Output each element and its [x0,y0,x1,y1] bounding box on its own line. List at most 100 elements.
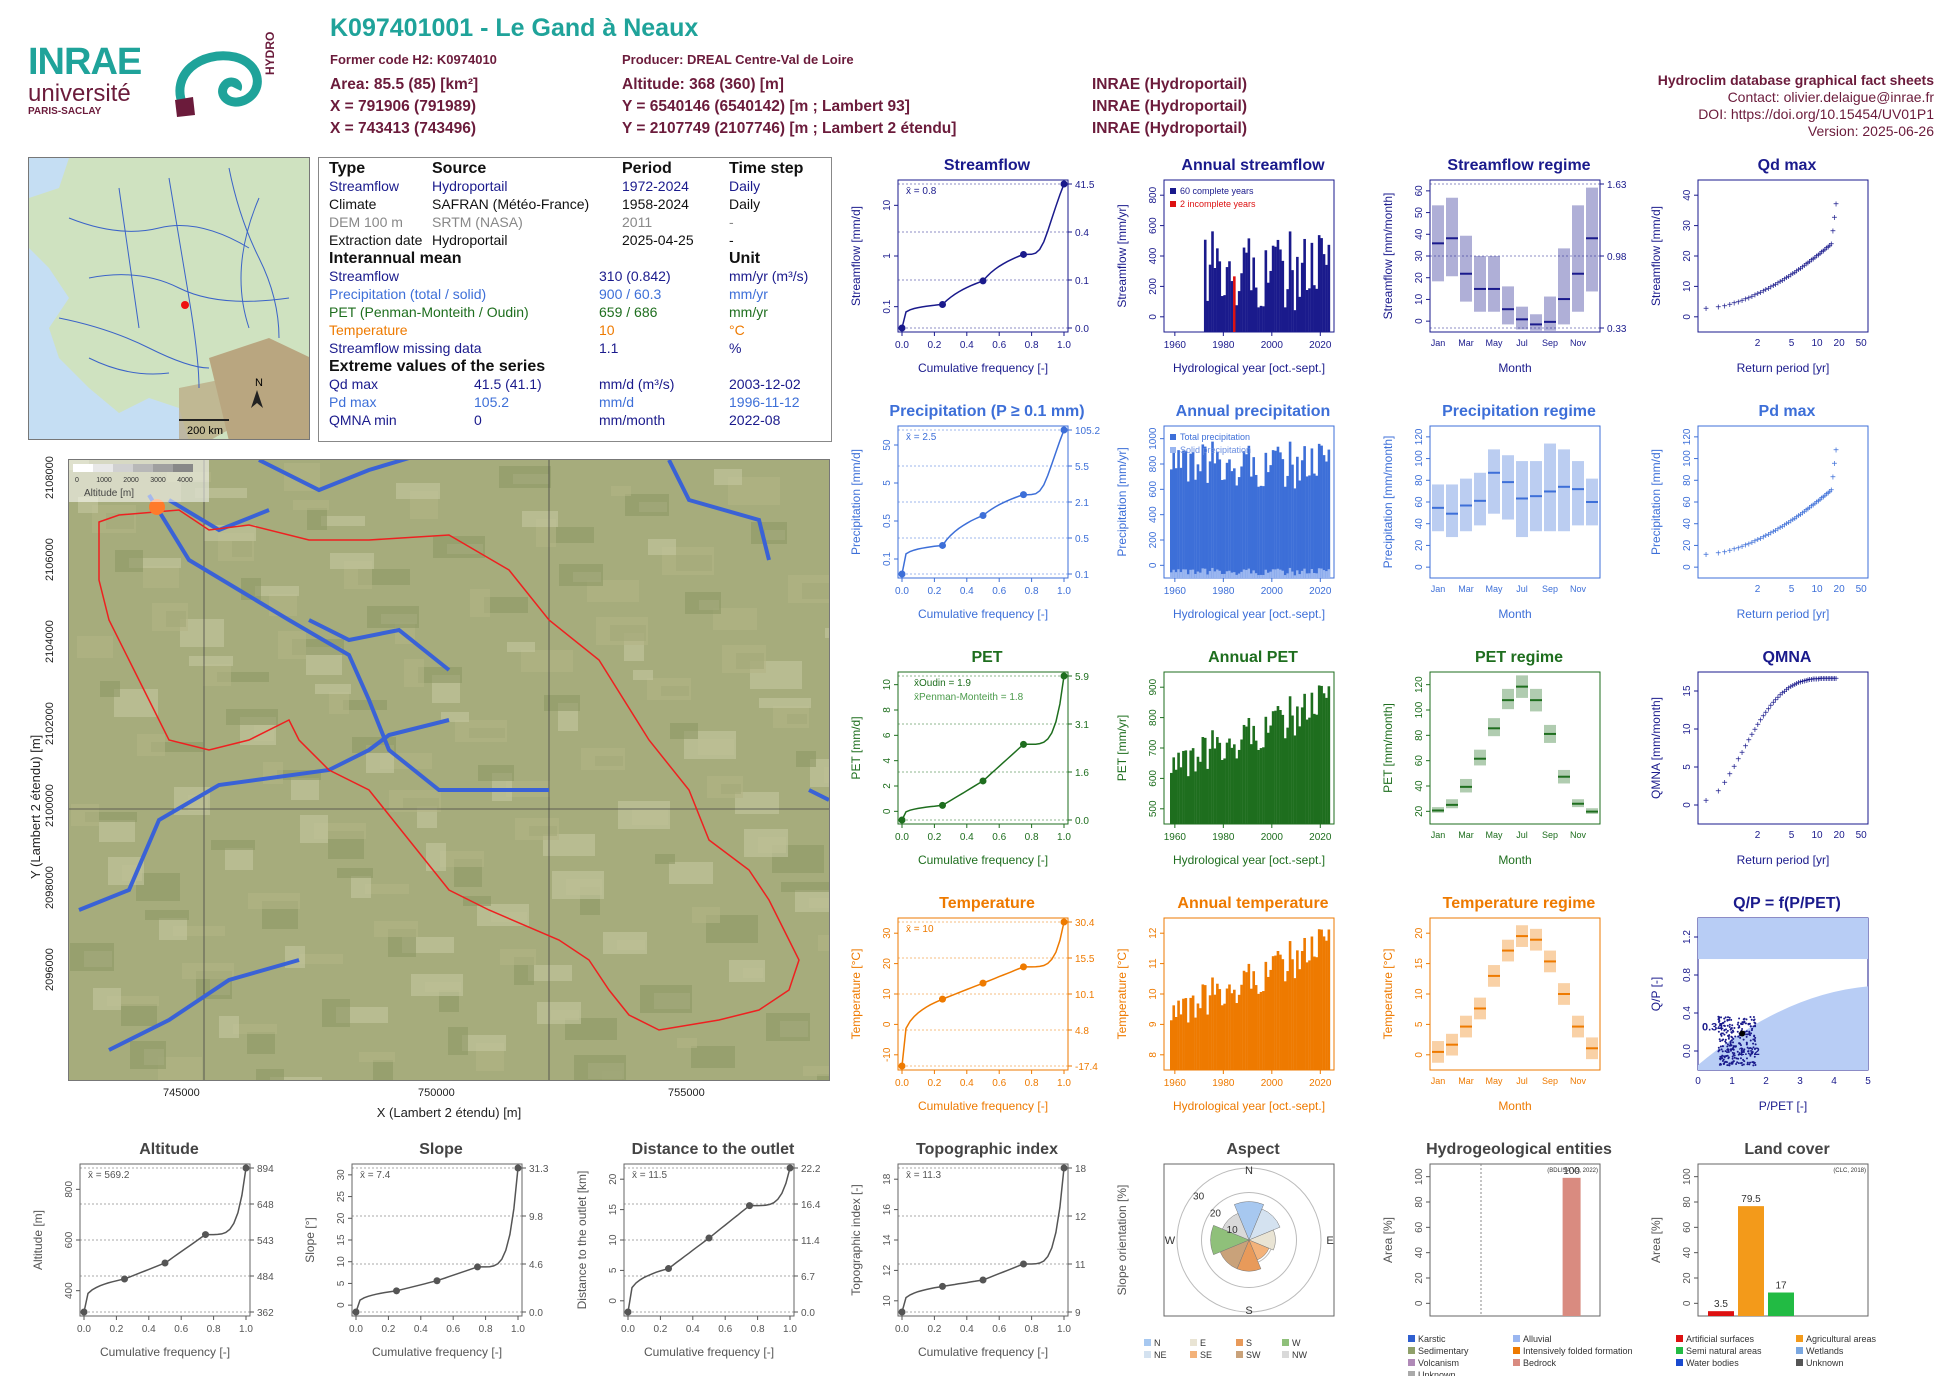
daily-point [1749,1015,1752,1018]
daily-point [1724,1050,1727,1053]
plus-marker: + [1763,531,1769,542]
right-tick-label: 0.5 [1075,534,1089,545]
legend-label: Unknown [1418,1370,1456,1376]
plus-marker: + [1820,246,1826,257]
month-tick-label: May [1485,338,1503,348]
right-tick-label: 0.1 [1075,570,1089,581]
legend-label: Bedrock [1523,1358,1557,1368]
daily-point [1733,1052,1736,1055]
quantile-point [979,1276,987,1284]
legend-label: 60 complete years [1180,186,1254,196]
annual-bar [1223,295,1226,332]
x-tick-label: 0.2 [927,340,941,351]
x-tick-label: 2000 [1261,586,1284,597]
y-tick-label: 600 [1148,770,1159,787]
legend-tick: 2000 [123,477,139,484]
annual-bar [1327,449,1331,578]
terrain-cell [647,678,691,700]
plus-marker: + [1746,539,1752,550]
y-tick-label: 10 [1414,988,1425,1000]
daily-point [1718,1038,1721,1041]
plus-marker: + [1765,284,1771,295]
x-tick-label: 1960 [1164,832,1187,843]
x-tick-label: 0.6 [992,832,1006,843]
quantile-point [242,1164,250,1172]
quantile-point [433,1277,441,1285]
x-tick-label: 5 [1789,830,1795,841]
station-marker [181,301,189,309]
aspect-sector [1210,1224,1250,1256]
annual-bar [1174,468,1178,578]
terrain-cell [500,949,536,965]
chart-title: Topographic index [916,1141,1058,1158]
annual-bar [1303,238,1306,332]
plus-marker: + [1777,277,1783,288]
x-tick-label: 0.4 [960,1324,974,1335]
annual-bar [1317,235,1321,332]
annual-bar [1196,1003,1200,1070]
bar-label: 100 [1563,1166,1580,1177]
quantile-point [474,1263,481,1271]
right-tick-label: 0.0 [801,1308,815,1319]
y-tick-label: 0 [882,1021,893,1027]
y-tick-label: 5 [608,1267,619,1273]
daily-point [1753,1062,1756,1065]
daily-point [1731,1051,1734,1054]
terrain-cell [685,592,721,614]
daily-point [1724,1038,1727,1041]
daily-point [1743,1060,1746,1063]
plus-marker: + [1833,446,1839,457]
annual-bar [1208,461,1212,578]
quantile-point [1020,1260,1027,1268]
month-tick-label: Mar [1458,338,1474,348]
chart-title: Slope [419,1141,463,1158]
daily-point [1753,1047,1756,1050]
plus-marker: + [1803,260,1809,271]
daily-point [1745,1018,1748,1021]
y-tick-label: 120 [1414,676,1425,693]
terrain-cell [462,1035,506,1051]
annual-bar [1203,446,1207,578]
contact[interactable]: Contact: olivier.delaigue@inrae.fr [1727,89,1934,105]
plus-marker: + [1722,301,1728,312]
x-tick-label: 1.0 [1057,1324,1071,1335]
budyko-zone [1698,986,1868,1070]
annual-bar [1240,273,1243,332]
area: Area: 85.5 (85) [km²] [330,76,479,93]
annual-bar [1300,460,1304,578]
legend-swatch [1676,1335,1683,1342]
basin-y-axis: 2108000 2106000 2104000 2102000 2100000 20980… [0,456,68,1081]
row-period: 1958-2024 [622,196,689,212]
row-source: Hydroportail [432,178,508,194]
plus-marker: + [1828,240,1834,251]
annual-bar [1203,239,1207,332]
daily-point [1724,1028,1727,1031]
terrain-cell [365,884,409,894]
plus-marker: + [1765,704,1771,715]
plus-marker: + [1739,748,1745,759]
terrain-cell [418,667,462,683]
right-tick-label: 0.4 [1075,228,1089,239]
y-tick-label: 0.1 [882,552,893,566]
y-tick-label: 50 [882,439,893,451]
terrain-cell [537,1002,581,1024]
month-tick-label: Sep [1542,584,1558,594]
plus-marker: + [1827,674,1833,685]
plus-marker: + [1779,276,1785,287]
north-arrow-icon [251,390,263,408]
x-tick-label: 1980 [1212,586,1235,597]
doi-link[interactable]: DOI: https://doi.org/10.15454/UV01P1 [1698,106,1934,122]
y-axis-label: PET [mm/month] [1381,703,1395,793]
precipitation-chart: Precipitation (P ≥ 0.1 mm) Precipitation … [846,398,1108,638]
y-tick-label: 900 [1148,678,1159,695]
right-tick-label: 1.6 [1075,768,1089,779]
month-box [1502,455,1514,520]
plus-marker: + [1809,675,1815,686]
y-tick-label: 80 [1414,474,1425,486]
plus-marker: + [1763,285,1769,296]
annual-bar [1254,287,1258,332]
daily-point [1740,1022,1743,1025]
y-tick-label: 100 [1682,450,1693,467]
right-tick-label: 543 [257,1236,274,1247]
terrain-cell [788,575,829,603]
